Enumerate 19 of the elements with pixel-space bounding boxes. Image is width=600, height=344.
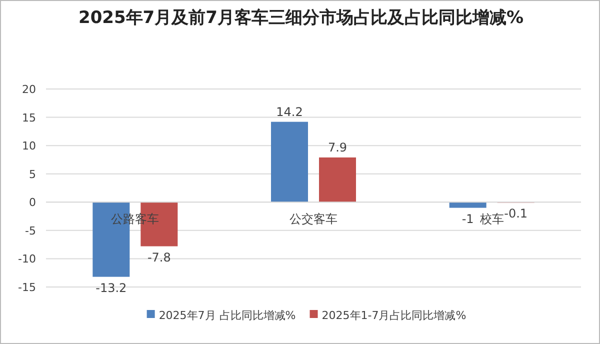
data-label: 14.2 — [276, 104, 303, 119]
chart-title: 2025年7月及前7月客车三细分市场占比及占比同比增减% — [77, 7, 524, 29]
y-tick-label: 5 — [29, 168, 36, 181]
x-tick-label: 公交客车 — [290, 212, 338, 226]
y-tick-label: -15 — [18, 281, 36, 294]
x-tick-label: 校车 — [478, 212, 504, 226]
y-tick-label: 20 — [22, 83, 36, 96]
legend-label: 2025年1-7月占比同比增减% — [322, 309, 466, 322]
data-label: -13.2 — [96, 280, 127, 295]
y-tick-label: 15 — [22, 111, 36, 124]
y-tick-label: 0 — [29, 196, 36, 210]
data-label: 7.9 — [328, 140, 348, 154]
data-label: -7.8 — [147, 250, 171, 264]
legend-label: 2025年7月 占比同比增减% — [158, 309, 296, 322]
y-tick-label: 10 — [22, 140, 36, 153]
data-label: -1 — [462, 212, 474, 226]
data-label: -0.1 — [504, 206, 528, 221]
y-tick-label: -5 — [25, 224, 36, 238]
y-tick-label: -10 — [18, 252, 36, 266]
